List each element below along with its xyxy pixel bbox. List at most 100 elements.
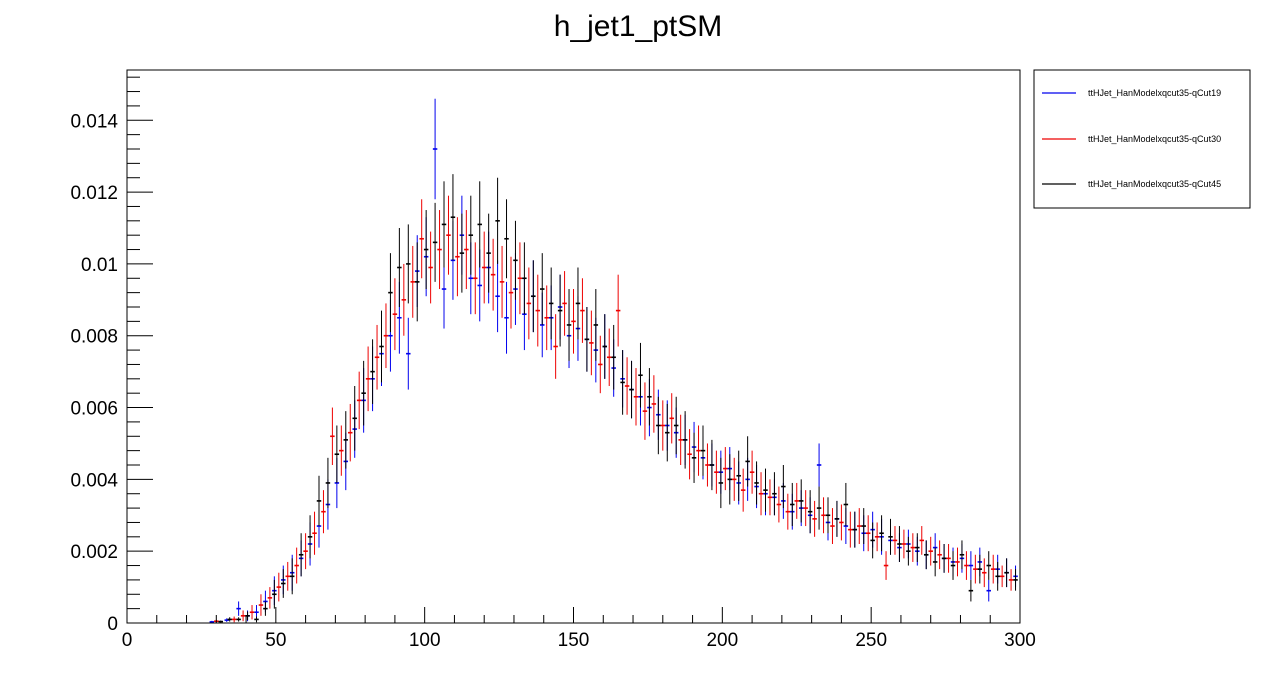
data-point [406,317,411,390]
data-marks [209,98,1018,623]
data-point [406,224,411,304]
data-point [941,544,947,573]
chart-title: h_jet1_ptSM [554,10,722,43]
data-point [785,493,791,530]
data-point [499,245,505,318]
data-point [611,324,616,390]
legend-label-2: ttHJet_HanModelxqcut35-qCut45 [1088,179,1221,189]
data-point [455,217,460,297]
data-point [1013,569,1018,591]
data-point [754,461,759,505]
data-point [352,386,357,451]
x-tick-label: 300 [1004,630,1036,651]
data-point [982,558,987,588]
data-point [696,425,701,476]
data-point [580,278,585,343]
data-point [540,253,545,325]
data-point [504,199,509,279]
y-tick-label: 0.004 [70,470,118,491]
data-point [227,617,232,622]
data-point [950,551,956,580]
data-point [495,260,500,333]
data-point [772,472,777,516]
data-point [928,536,933,566]
data-point [959,540,965,570]
data-point [955,547,960,577]
data-point [807,490,813,534]
data-point [665,403,670,462]
data-point [861,508,866,544]
data-point [790,482,795,527]
data-point [705,443,710,487]
y-tick-label: 0 [107,614,118,635]
data-point [401,263,407,336]
data-point [986,579,991,602]
data-point [821,497,826,534]
data-point [495,177,500,264]
data-point [473,242,478,315]
data-point [334,425,340,483]
data-point [816,486,822,530]
x-tick-label: 150 [558,630,590,651]
data-point [682,411,688,469]
data-point [999,565,1005,588]
data-point [441,181,447,268]
legend: ttHJet_HanModelxqcut35-qCut19 ttHJet_Han… [1033,69,1251,209]
data-point [437,210,442,290]
data-point [432,98,438,200]
data-point [298,533,304,577]
x-tick-label: 0 [122,630,133,651]
data-point [535,274,541,347]
data-point [410,245,415,318]
data-point [924,540,929,570]
data-point [691,432,697,483]
data-point [620,350,625,415]
data-point [973,554,978,584]
data-point [1008,569,1014,591]
data-point [464,210,469,290]
data-point [727,454,733,505]
data-point [508,256,514,329]
axes: 0 50 100 150 200 250 300 0 0.002 0.004 0.006 0.008 0… [70,76,1036,651]
x-tick-label: 100 [409,630,441,651]
data-point [325,457,331,509]
data-point [218,620,223,623]
data-point [888,518,893,555]
data-point [874,522,880,552]
data-point [843,482,849,527]
data-point [968,551,974,580]
data-point [740,468,746,512]
data-point [303,533,308,570]
data-point [816,443,822,487]
data-point [879,515,884,552]
data-point [839,504,844,541]
x-tick-label: 200 [706,630,738,651]
data-point [968,579,974,602]
data-point [803,490,808,527]
data-point [977,554,983,584]
data-point [553,314,558,379]
data-point [316,475,322,527]
data-point [669,393,674,444]
data-point [446,195,451,275]
y-tick-label: 0.012 [70,183,118,204]
data-point [272,579,277,609]
data-point [383,303,389,369]
data-point [481,231,487,304]
data-point [834,500,840,537]
data-point [776,486,782,523]
data-point [825,497,831,534]
data-point [348,403,353,462]
data-point [615,274,621,347]
data-point [714,450,719,494]
data-point [758,472,764,516]
data-point [504,281,509,354]
plot-frame [126,69,1021,624]
legend-label-1: ttHJet_HanModelxqcut35-qCut30 [1088,134,1221,144]
data-point [307,515,313,559]
data-point [428,231,433,304]
data-point [544,285,549,351]
data-point [633,368,639,426]
